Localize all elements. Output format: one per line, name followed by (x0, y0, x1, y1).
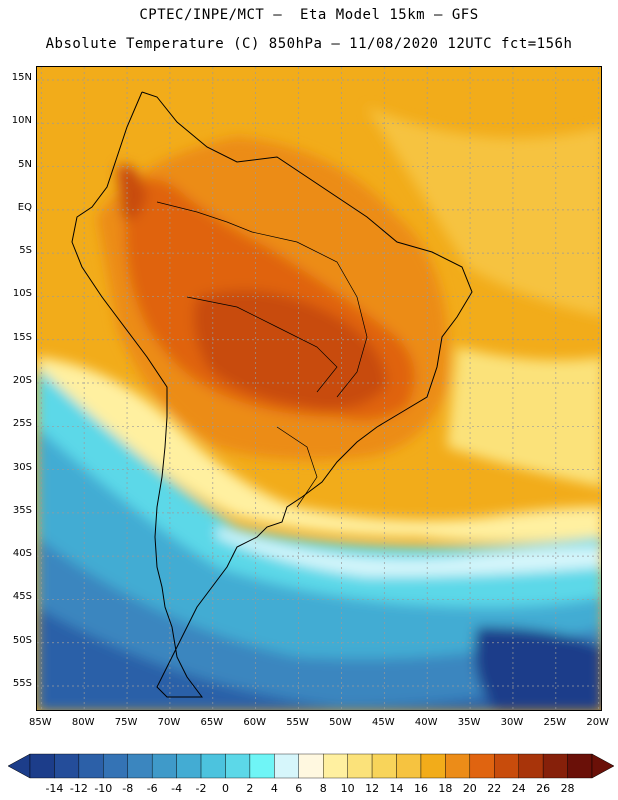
colorbar-label: 8 (319, 782, 327, 795)
colorbar-swatch (274, 753, 299, 779)
map-subtitle: Absolute Temperature (C) 850hPa – 11/08/… (45, 36, 573, 52)
colorbar-label: 16 (413, 782, 428, 795)
lon-label: 45W (372, 717, 395, 728)
lat-label: 5N (18, 158, 32, 170)
colorbar-swatch (494, 753, 519, 779)
lat-label: 15N (11, 71, 32, 83)
colorbar-label: -14 (45, 782, 64, 795)
colorbar-label: 26 (536, 782, 551, 795)
lat-label: 40S (12, 548, 32, 560)
colorbar-swatch (29, 753, 55, 779)
lon-label: 40W (414, 717, 438, 728)
field-transition-pale (37, 357, 601, 542)
colorbar-label: -10 (94, 782, 113, 795)
lat-label: 15S (12, 331, 32, 343)
lat-label: 10S (12, 288, 32, 300)
colorbar-swatch (54, 753, 80, 779)
colorbar-label: 10 (340, 782, 355, 795)
grid-lines (37, 67, 601, 710)
colorbar-swatch (151, 753, 177, 779)
lon-label: 65W (200, 717, 224, 728)
lon-label: 60W (243, 717, 266, 728)
colorbar-label: 6 (295, 782, 303, 795)
lat-label: 50S (12, 634, 32, 646)
colorbar-swatch (445, 753, 471, 779)
lon-label: 50W (329, 717, 352, 728)
colorbar-swatch (469, 753, 495, 779)
lon-label: 80W (71, 717, 95, 728)
lon-label: 70W (157, 717, 181, 728)
lat-label: 25S (12, 418, 32, 430)
colorbar-swatch (347, 753, 373, 779)
lat-label: 35S (12, 504, 32, 516)
lat-label: 20S (12, 375, 32, 386)
lat-label: EQ (17, 201, 32, 213)
colorbar-label: 4 (270, 782, 278, 795)
colorbar-swatch (567, 753, 593, 779)
colorbar-label: -8 (122, 782, 134, 795)
field-very-pale (217, 527, 601, 577)
lon-label: 30W (500, 717, 524, 728)
map-area (36, 66, 602, 711)
colorbar-label: 12 (365, 782, 380, 795)
colorbar-swatch (542, 753, 568, 779)
temperature-field (37, 67, 601, 710)
colorbar-swatch (225, 753, 251, 779)
lon-label: 25W (543, 717, 567, 728)
field-coldest-southeast (474, 627, 601, 710)
colorbar-label: 2 (246, 782, 254, 795)
field-band-atlantic-pale (447, 347, 601, 487)
colorbar-swatch (200, 753, 226, 779)
colorbar-max-arrow (591, 753, 615, 779)
field-core-hot (193, 290, 387, 410)
field-band-atlantic-light (367, 107, 601, 317)
colorbar-swatch (323, 753, 348, 779)
colorbar-label: 14 (389, 782, 404, 795)
coastline (71, 91, 473, 698)
colorbar-swatch (78, 753, 104, 779)
colorbar-swatch (396, 753, 422, 779)
color-scale-bar (7, 753, 615, 779)
lat-label: 5S (19, 245, 32, 257)
colorbar-label: 28 (560, 782, 575, 795)
colorbar-swatch (176, 753, 202, 779)
lon-label: 85W (28, 717, 52, 728)
colorbar-label: 0 (221, 782, 229, 795)
colorbar-swatch (103, 753, 128, 779)
map-title: CPTEC/INPE/MCT – Eta Model 15km – GFS (139, 7, 479, 23)
colorbar-label: -4 (171, 782, 183, 795)
lat-label: 30S (12, 461, 32, 473)
lat-label: 55S (12, 678, 32, 690)
colorbar-swatch (298, 753, 324, 779)
colorbar-label: 24 (511, 782, 526, 795)
colorbar-swatch (127, 753, 153, 779)
lon-label: 35W (457, 717, 481, 728)
lat-label: 10N (11, 115, 32, 127)
field-cold-deep (37, 537, 601, 710)
colorbar-swatch (371, 753, 397, 779)
colorbar-label: -2 (195, 782, 207, 795)
colorbar-min-arrow (7, 753, 31, 779)
colorbar-label: 22 (487, 782, 502, 795)
lon-label: 75W (114, 717, 138, 728)
field-coldest (37, 607, 601, 710)
field-core-hot-north (117, 165, 147, 220)
lon-label: 20W (586, 717, 610, 728)
colorbar-swatch (249, 753, 275, 779)
lat-label: 45S (12, 591, 32, 603)
colorbar-swatch (420, 753, 446, 779)
colorbar-label: 18 (438, 782, 453, 795)
lon-label: 55W (286, 717, 309, 728)
colorbar-label: -6 (146, 782, 158, 795)
colorbar-label: 20 (462, 782, 477, 795)
colorbar-label: -12 (69, 782, 88, 795)
colorbar-swatch (518, 753, 544, 779)
